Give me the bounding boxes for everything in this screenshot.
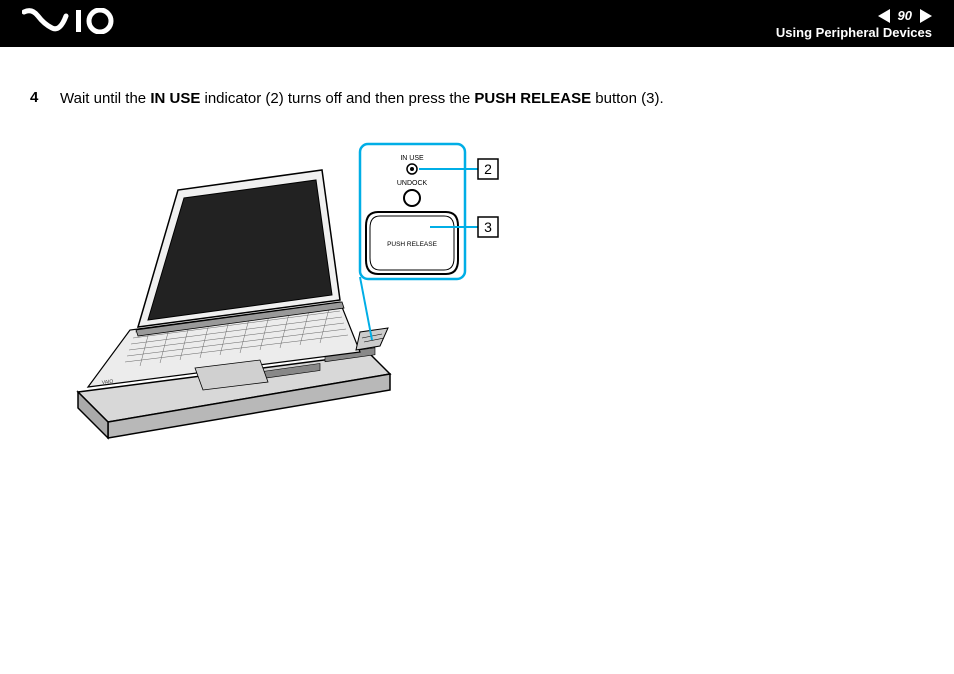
prev-page-icon[interactable]	[878, 9, 890, 23]
step-bold-2: PUSH RELEASE	[474, 90, 591, 107]
in-use-label: IN USE	[400, 155, 424, 162]
laptop-illustration: VAIO	[78, 170, 390, 438]
callout-2: 2	[484, 161, 492, 177]
step-text: Wait until the IN USE indicator (2) turn…	[60, 89, 924, 109]
header-right: 90 Using Peripheral Devices	[776, 6, 932, 42]
callout-3: 3	[484, 219, 492, 235]
page-number: 90	[898, 8, 912, 25]
section-title: Using Peripheral Devices	[776, 25, 932, 42]
figure-diagram: VAIO IN USE UNDOCK PUSH RELEASE	[60, 132, 520, 442]
next-page-icon[interactable]	[920, 9, 932, 23]
callout-panel: IN USE UNDOCK PUSH RELEASE	[360, 144, 465, 279]
step-text-1: Wait until the	[60, 90, 150, 107]
step-number: 4	[30, 89, 44, 109]
step-text-2: indicator (2) turns off and then press t…	[200, 90, 474, 107]
push-release-label: PUSH RELEASE	[387, 241, 438, 248]
step-text-3: button (3).	[591, 90, 664, 107]
page-nav: 90	[776, 8, 932, 25]
svg-text:VAIO: VAIO	[102, 379, 114, 386]
step-row: 4 Wait until the IN USE indicator (2) tu…	[30, 89, 924, 109]
vaio-logo	[22, 8, 132, 39]
page-header: 90 Using Peripheral Devices	[0, 0, 954, 47]
undock-label: UNDOCK	[397, 180, 428, 187]
step-bold-1: IN USE	[150, 90, 200, 107]
content-area: 4 Wait until the IN USE indicator (2) tu…	[30, 89, 924, 109]
